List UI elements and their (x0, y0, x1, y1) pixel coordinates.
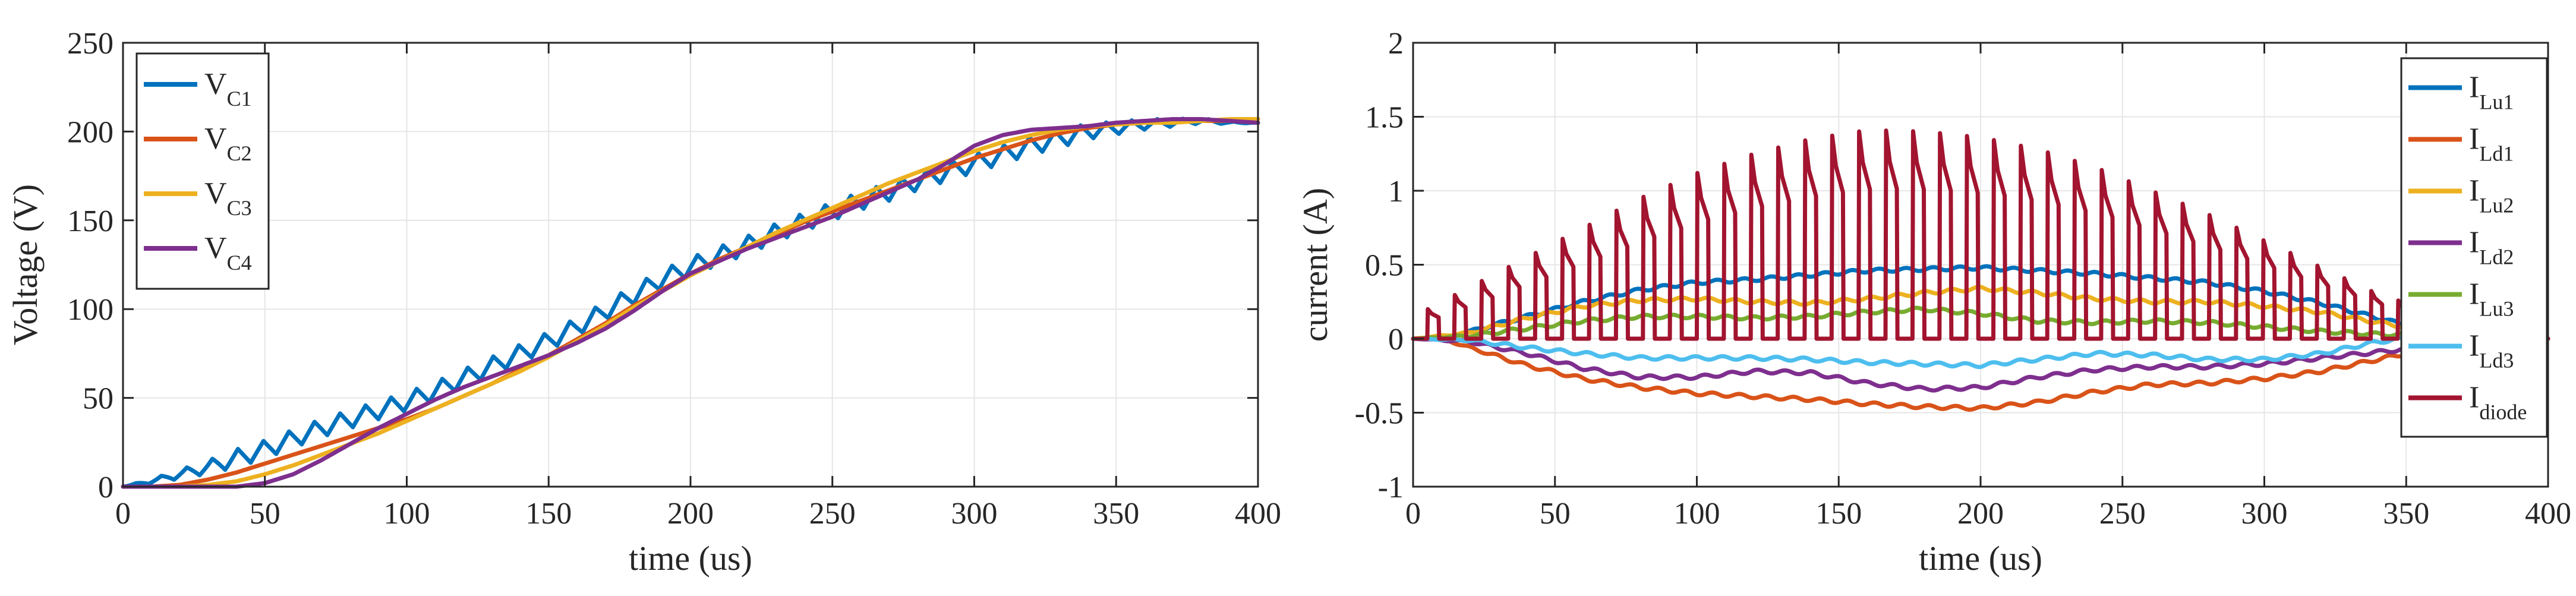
x-tick-label: 150 (1815, 497, 1862, 531)
legend-item-ild1: ILd1 (2408, 122, 2514, 166)
legend-item-ilu2: ILu2 (2408, 174, 2514, 217)
legend-item-vc4: VC4 (144, 231, 252, 275)
ticks: 0 50 100 150 200 250 300 350 400 0 50 100 150 200 250 (67, 27, 1281, 531)
y-tick-label: 200 (67, 115, 113, 149)
voltage-chart: 0 50 100 150 200 250 300 350 400 0 50 100 150 200 250 t… (6, 27, 1281, 578)
legend-label: VC3 (204, 176, 252, 220)
y-axis-title: Voltage (V) (6, 184, 45, 345)
x-tick-label: 150 (525, 497, 572, 531)
y-tick-label: -0.5 (1355, 397, 1404, 431)
y-tick-label: 1.5 (1365, 101, 1404, 135)
legend-item-ild2: ILd2 (2408, 226, 2514, 269)
x-tick-label: 400 (1235, 497, 1281, 531)
series-line-vc1 (121, 116, 1260, 489)
y-tick-label: 100 (67, 293, 113, 327)
x-tick-label: 50 (250, 497, 280, 531)
series-line-ild3 (1411, 332, 2550, 370)
x-tick-label: 250 (809, 497, 856, 531)
legend-item-vc3: VC3 (144, 176, 252, 220)
legend-label: ILu1 (2469, 71, 2514, 114)
x-tick-label: 200 (667, 497, 714, 531)
legend-label: VC2 (204, 122, 252, 165)
x-axis-title: time (us) (1919, 539, 2042, 578)
x-tick-label: 0 (1405, 497, 1421, 531)
y-tick-label: 1 (1388, 175, 1404, 209)
x-tick-label: 0 (115, 497, 131, 531)
current-chart: 0 50 100 150 200 250 300 350 400 -1 -0.5 0 0.5 1 1.5 2 t… (1296, 27, 2571, 578)
x-tick-label: 400 (2525, 497, 2571, 531)
y-axis-title: current (A) (1296, 188, 1335, 342)
y-tick-label: -1 (1378, 471, 1404, 504)
y-tick-label: 150 (67, 204, 113, 238)
series-group (121, 116, 1260, 489)
series-line-vc4 (121, 117, 1260, 489)
ticks: 0 50 100 150 200 250 300 350 400 -1 -0.5 0 0.5 1 1.5 2 (1355, 27, 2571, 531)
series-line-ild1 (1411, 336, 2550, 412)
legend-box (2400, 57, 2548, 438)
legend-item-ilu1: ILu1 (2408, 71, 2514, 114)
legend: ILu1 ILd1 ILu2 ILd2 ILu3 ILd3 Idiode (2400, 57, 2548, 438)
legend-item-ild3: ILd3 (2408, 329, 2514, 373)
legend-label: VC4 (204, 231, 252, 275)
x-tick-label: 300 (2241, 497, 2288, 531)
legend-item-idiode: Idiode (2408, 381, 2527, 424)
series-line-idiode (1411, 128, 2550, 341)
x-tick-label: 350 (1093, 497, 1139, 531)
x-tick-label: 350 (2383, 497, 2429, 531)
x-tick-label: 100 (384, 497, 430, 531)
y-tick-label: 0.5 (1365, 249, 1404, 283)
legend-label: ILd2 (2469, 226, 2514, 269)
x-tick-label: 200 (1957, 497, 2004, 531)
y-tick-label: 2 (1388, 27, 1404, 61)
y-tick-label: 250 (67, 27, 113, 61)
x-tick-label: 50 (1540, 497, 1571, 531)
legend-label: ILd3 (2469, 329, 2514, 373)
legend: VC1 VC2 VC3 VC4 (135, 52, 270, 290)
y-tick-label: 0 (98, 471, 113, 504)
x-tick-label: 250 (2099, 497, 2146, 531)
legend-item-ilu3: ILu3 (2408, 277, 2514, 321)
legend-item-vc1: VC1 (144, 67, 252, 111)
legend-label: VC1 (204, 67, 252, 111)
x-tick-label: 100 (1674, 497, 1720, 531)
y-tick-label: 0 (1388, 323, 1404, 357)
legend-item-vc2: VC2 (144, 122, 252, 165)
legend-label: ILu3 (2469, 277, 2514, 321)
series-group (1411, 128, 2550, 412)
y-tick-label: 50 (83, 382, 113, 416)
legend-label: ILd1 (2469, 122, 2514, 166)
grid (1412, 42, 2549, 487)
legend-label: Idiode (2469, 381, 2527, 424)
x-tick-label: 300 (951, 497, 998, 531)
legend-label: ILu2 (2469, 174, 2514, 217)
series-line-ild2 (1411, 336, 2550, 393)
x-axis-title: time (us) (629, 539, 752, 578)
